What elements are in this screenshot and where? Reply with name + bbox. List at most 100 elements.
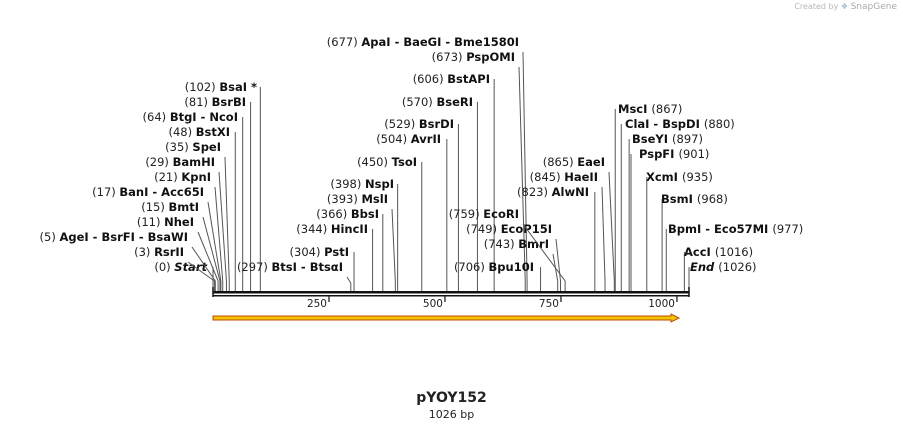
site-enzyme-30: AlwNI bbox=[552, 185, 589, 199]
site-coord-32: (865) bbox=[543, 155, 578, 169]
site-enzyme-2: AgeI - BsrFI - BsaWI bbox=[59, 230, 188, 244]
site-coord-3: (11) bbox=[137, 215, 164, 229]
site-coord-24: (673) bbox=[432, 50, 467, 64]
ruler-label-500: 500 bbox=[423, 298, 443, 310]
site-enzyme-33: MscI bbox=[618, 102, 651, 116]
site-coord-0: (0) bbox=[154, 260, 174, 274]
site-enzyme-6: KpnI bbox=[181, 170, 211, 184]
backbone-bottom bbox=[213, 295, 689, 297]
site-enzyme-14: PstI bbox=[324, 245, 349, 259]
site-enzyme-32: EaeI bbox=[577, 155, 605, 169]
site-label-27: (743) BmrI bbox=[484, 237, 549, 251]
site-label-28: (749) EcoP15I bbox=[466, 222, 552, 236]
site-label-24: (673) PspOMI bbox=[432, 50, 515, 64]
site-label-11: (81) BsrBI bbox=[184, 95, 246, 109]
site-line-3 bbox=[197, 231, 219, 291]
backbone-top bbox=[213, 291, 689, 294]
ruler-label-250: 250 bbox=[307, 298, 327, 310]
site-coord-5: (17) bbox=[92, 185, 119, 199]
site-coord-4: (15) bbox=[141, 200, 168, 214]
site-coord-20: (504) bbox=[376, 132, 411, 146]
site-coord-8: (35) bbox=[165, 140, 192, 154]
site-line-31 bbox=[601, 186, 606, 291]
site-coord-25: (677) bbox=[327, 35, 362, 49]
site-label-32: (865) EaeI bbox=[543, 155, 605, 169]
site-label-8: (35) SpeI bbox=[165, 140, 221, 154]
site-label-9: (48) BstXI bbox=[168, 125, 230, 139]
site-line-28 bbox=[555, 238, 561, 291]
site-coord-23: (606) bbox=[413, 72, 448, 86]
site-enzyme-25: ApaI - BaeGI - Bme1580I bbox=[361, 35, 519, 49]
site-coord-14: (304) bbox=[290, 245, 325, 259]
site-enzyme-11: BsrBI bbox=[212, 95, 246, 109]
site-label-40: AccI (1016) bbox=[684, 245, 753, 259]
site-enzyme-12: BsaI * bbox=[219, 80, 257, 94]
site-label-18: (398) NspI bbox=[330, 177, 394, 191]
site-enzyme-34: ClaI - BspDI bbox=[625, 117, 704, 131]
site-line-1 bbox=[187, 261, 215, 291]
site-coord-26: (706) bbox=[454, 260, 489, 274]
site-label-0: (0) Start bbox=[154, 260, 207, 274]
site-line-8 bbox=[224, 156, 230, 291]
site-label-14: (304) PstI bbox=[290, 245, 349, 259]
site-line-32 bbox=[608, 171, 615, 291]
site-coord-40: (1016) bbox=[715, 245, 753, 259]
site-enzyme-4: BmtI bbox=[168, 200, 199, 214]
site-coord-21: (529) bbox=[384, 117, 419, 131]
site-label-31: (845) HaeII bbox=[530, 170, 598, 184]
site-enzyme-21: BsrDI bbox=[419, 117, 454, 131]
site-enzyme-36: PspFI bbox=[639, 147, 678, 161]
site-label-36: PspFI (901) bbox=[639, 147, 709, 161]
site-coord-12: (102) bbox=[185, 80, 220, 94]
site-label-38: BsmI (968) bbox=[661, 192, 728, 206]
site-coord-7: (29) bbox=[145, 155, 172, 169]
site-enzyme-20: AvrII bbox=[411, 132, 441, 146]
site-label-25: (677) ApaI - BaeGI - Bme1580I bbox=[327, 35, 519, 49]
site-enzyme-40: AccI bbox=[684, 245, 715, 259]
site-label-34: ClaI - BspDI (880) bbox=[625, 117, 735, 131]
site-enzyme-22: BseRI bbox=[436, 95, 473, 109]
site-enzyme-37: XcmI bbox=[646, 170, 682, 184]
credit-prefix: Created by bbox=[794, 2, 839, 11]
site-label-2: (5) AgeI - BsrFI - BsaWI bbox=[40, 230, 188, 244]
site-label-22: (570) BseRI bbox=[402, 95, 473, 109]
site-line-6 bbox=[214, 186, 224, 291]
site-coord-28: (749) bbox=[466, 222, 501, 236]
site-enzyme-10: BtgI - NcoI bbox=[170, 110, 238, 124]
site-label-3: (11) NheI bbox=[137, 215, 194, 229]
site-enzyme-41: End bbox=[690, 260, 718, 274]
site-enzyme-29: EcoRI bbox=[483, 207, 519, 221]
site-coord-15: (344) bbox=[296, 222, 331, 236]
site-coord-35: (897) bbox=[672, 132, 703, 146]
plasmid-length: 1026 bp bbox=[428, 408, 475, 421]
site-coord-41: (1026) bbox=[718, 260, 756, 274]
ruler-label-1000: 1000 bbox=[648, 298, 675, 310]
site-label-33: MscI (867) bbox=[618, 102, 682, 116]
site-line-4 bbox=[202, 216, 221, 291]
site-line-24 bbox=[518, 66, 526, 291]
site-enzyme-15: HincII bbox=[331, 222, 368, 236]
snapgene-credit: Created by ❖ SnapGene bbox=[794, 2, 897, 12]
site-coord-2: (5) bbox=[40, 230, 60, 244]
site-coord-18: (398) bbox=[330, 177, 365, 191]
site-enzyme-27: BmrI bbox=[518, 237, 549, 251]
site-label-39: BpmI - Eco57MI (977) bbox=[668, 222, 803, 236]
site-label-30: (823) AlwNI bbox=[517, 185, 589, 199]
site-coord-37: (935) bbox=[682, 170, 713, 184]
site-enzyme-7: BamHI bbox=[173, 155, 215, 169]
site-coord-34: (880) bbox=[704, 117, 735, 131]
site-enzyme-18: NspI bbox=[365, 177, 394, 191]
site-coord-29: (759) bbox=[449, 207, 484, 221]
site-label-7: (29) BamHI bbox=[145, 155, 215, 169]
site-label-1: (3) RsrII bbox=[134, 245, 184, 259]
site-label-37: XcmI (935) bbox=[646, 170, 713, 184]
site-coord-10: (64) bbox=[143, 110, 170, 124]
site-label-20: (504) AvrII bbox=[376, 132, 441, 146]
site-enzyme-38: BsmI bbox=[661, 192, 697, 206]
restriction-map: (0) Start(3) RsrII(5) AgeI - BsrFI - Bsa… bbox=[40, 35, 803, 323]
site-label-21: (529) BsrDI bbox=[384, 117, 454, 131]
site-coord-36: (901) bbox=[678, 147, 709, 161]
site-coord-6: (21) bbox=[154, 170, 181, 184]
site-line-5 bbox=[207, 201, 222, 291]
site-coord-1: (3) bbox=[134, 245, 154, 259]
